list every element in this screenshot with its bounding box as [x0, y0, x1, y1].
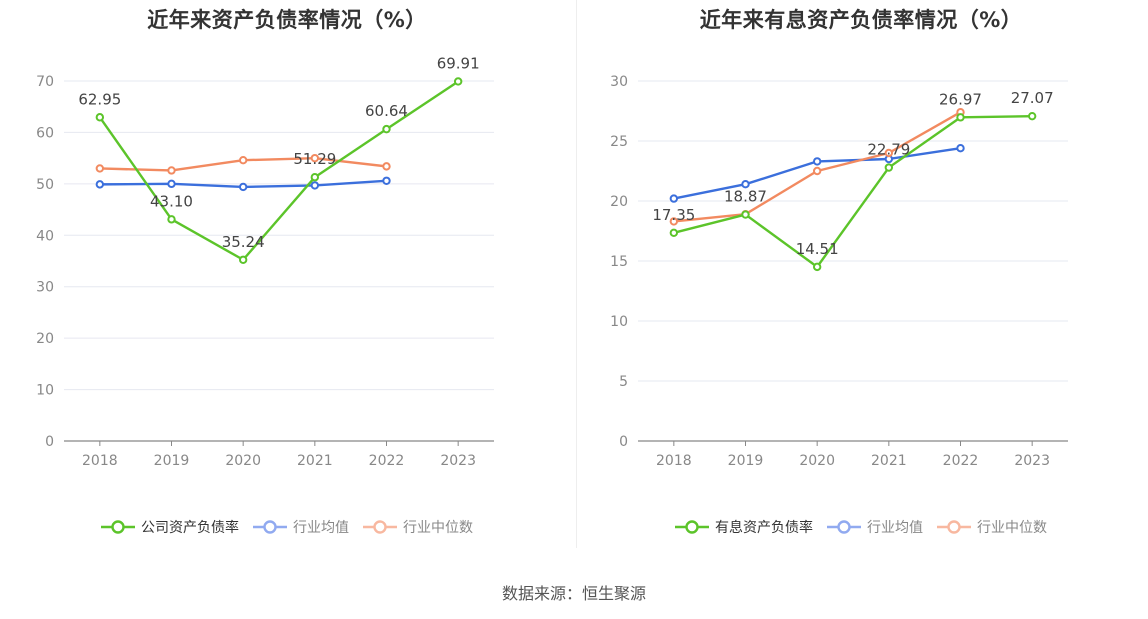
data-point-industry-median [669, 217, 679, 226]
data-point-industry-avg [310, 181, 320, 190]
data-point-company [310, 173, 320, 182]
data-label: 43.10 [150, 192, 193, 210]
y-tick-label: 50 [36, 177, 54, 193]
y-tick-label: 20 [36, 331, 54, 347]
legend-label: 公司资产负债率 [141, 520, 239, 536]
data-point-company [382, 124, 391, 134]
legend-marker-icon [827, 520, 861, 534]
x-tick-label: 2019 [728, 453, 764, 469]
data-point-industry-median [167, 166, 176, 175]
data-point-company [95, 113, 105, 122]
y-tick-label: 5 [619, 374, 628, 390]
data-point-company [812, 262, 822, 272]
x-tick-label: 2023 [440, 453, 476, 469]
data-point-company [669, 228, 679, 238]
y-tick-label: 0 [619, 434, 628, 450]
y-tick-label: 0 [45, 434, 54, 450]
x-tick-label: 2018 [656, 453, 692, 469]
x-tick-label: 2019 [154, 453, 190, 469]
data-label: 14.51 [796, 240, 839, 258]
line-chart-debt-ratio: 0 10 20 30 40 50 60 70 2018 2019 2020 2021 2022 2023 6… [36, 54, 494, 469]
legend-marker-icon [675, 520, 709, 534]
series-line-industry-median [673, 111, 962, 223]
legend-item-industry-avg[interactable]: 行业均值 [253, 517, 349, 537]
data-point-company [1027, 111, 1037, 121]
line-chart-interest-debt-ratio: 0 5 10 15 20 25 30 2018 2019 2020 2021 2022 2023 17.3… [610, 74, 1068, 469]
data-point-industry-median [382, 162, 391, 171]
x-tick-label: 2021 [871, 453, 907, 469]
x-tick-label: 2022 [369, 453, 405, 469]
data-label: 51.29 [293, 150, 336, 168]
data-point-company [453, 77, 463, 86]
x-tick-label: 2020 [225, 453, 261, 469]
x-tick-label: 2023 [1014, 453, 1050, 469]
data-label: 17.35 [652, 206, 695, 224]
y-tick-label: 10 [610, 314, 628, 330]
data-label: 35.24 [222, 233, 265, 251]
data-point-industry-avg [238, 182, 248, 192]
y-tick-label: 25 [610, 134, 628, 150]
legend-label: 行业均值 [867, 520, 923, 536]
legend-label: 行业均值 [293, 520, 349, 536]
panel-divider [576, 0, 577, 548]
x-tick-label: 2021 [297, 453, 333, 469]
series-line-company [673, 114, 1033, 269]
legend-item-company[interactable]: 有息资产负债率 [675, 517, 813, 537]
x-tick-label: 2018 [82, 453, 118, 469]
data-point-industry-avg [382, 176, 391, 185]
y-tick-label: 60 [36, 125, 54, 141]
legend-item-industry-avg[interactable]: 行业均值 [827, 517, 923, 537]
legend-marker-icon [253, 520, 287, 534]
y-tick-label: 30 [36, 280, 54, 296]
y-tick-label: 15 [610, 254, 628, 270]
data-point-industry-avg [95, 180, 105, 189]
y-tick-label: 10 [36, 383, 54, 399]
data-label: 18.87 [724, 188, 767, 206]
chart-legend: 公司资产负债率 行业均值 行业中位数 [0, 517, 574, 537]
data-label: 27.07 [1011, 89, 1054, 107]
data-point-company [167, 215, 176, 224]
data-point-company [884, 163, 894, 172]
x-tick-label: 2020 [799, 453, 835, 469]
legend-item-industry-median[interactable]: 行业中位数 [937, 517, 1047, 537]
data-point-industry-avg [956, 144, 965, 153]
series-line-company [98, 80, 459, 261]
x-tick-label: 2022 [943, 453, 979, 469]
data-label: 60.64 [365, 102, 408, 120]
legend-label: 有息资产负债率 [715, 520, 813, 536]
chart-panel-left: 近年来资产负债率情况（%） 0 10 20 30 40 50 60 70 2018 2019 202… [0, 0, 574, 560]
y-tick-label: 70 [36, 74, 54, 90]
data-label: 62.95 [78, 90, 121, 108]
legend-marker-icon [937, 520, 971, 534]
legend-marker-icon [363, 520, 397, 534]
data-label: 22.79 [867, 141, 910, 159]
data-point-industry-avg [669, 194, 679, 203]
chart-title: 近年来资产负债率情况（%） [147, 8, 427, 32]
y-tick-label: 30 [610, 74, 628, 90]
data-point-industry-median [238, 156, 248, 165]
y-tick-label: 40 [36, 228, 54, 244]
data-point-industry-avg [741, 180, 750, 189]
chart-panel-right: 近年来有息资产负债率情况（%） 0 5 10 15 20 25 30 2018 2019 2020… [574, 0, 1148, 560]
data-source-note: 数据来源：恒生聚源 [501, 584, 646, 603]
data-label: 69.91 [437, 54, 480, 72]
chart-title: 近年来有息资产负债率情况（%） [699, 8, 1023, 32]
data-point-company [956, 113, 965, 122]
data-point-industry-avg [167, 179, 176, 189]
data-point-industry-median [812, 166, 822, 176]
legend-label: 行业中位数 [977, 520, 1047, 536]
chart-legend: 有息资产负债率 行业均值 行业中位数 [574, 517, 1148, 537]
y-tick-label: 20 [610, 194, 628, 210]
data-point-industry-median [310, 153, 320, 163]
legend-item-industry-median[interactable]: 行业中位数 [363, 517, 473, 537]
data-point-company [238, 255, 248, 264]
data-point-company [741, 210, 750, 219]
legend-marker-icon [101, 520, 135, 534]
legend-label: 行业中位数 [403, 520, 473, 536]
data-point-industry-median [884, 148, 894, 158]
data-point-industry-median [95, 164, 105, 173]
legend-item-company[interactable]: 公司资产负债率 [101, 517, 239, 537]
data-label: 26.97 [939, 90, 982, 108]
data-point-industry-avg [812, 157, 822, 166]
